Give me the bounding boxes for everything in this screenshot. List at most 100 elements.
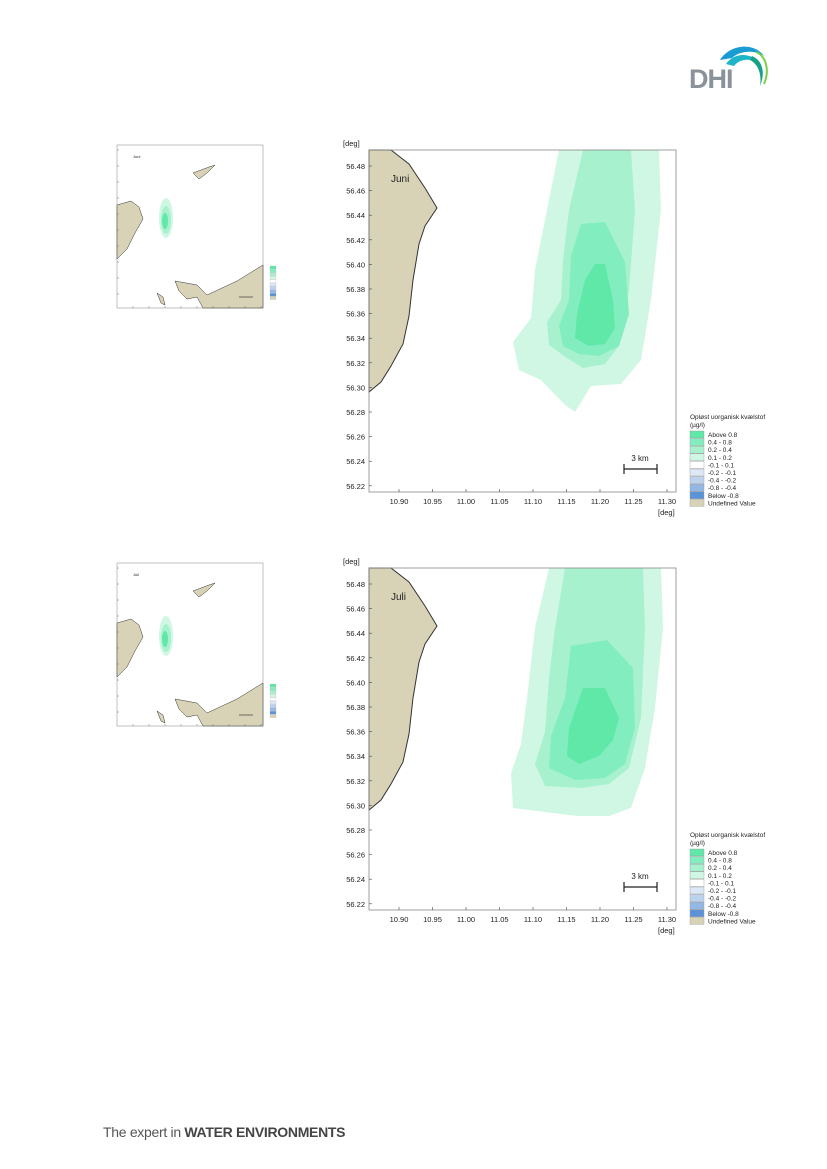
overview-legend-swatch — [269, 690, 277, 694]
overview-map: Juli — [116, 562, 264, 727]
y-tick-label: 56.36 — [346, 310, 365, 319]
legend-unit: (µg/l) — [690, 840, 705, 847]
x-axis-unit: [deg] — [658, 508, 675, 517]
overview-land-west — [116, 200, 144, 260]
legend-item-label: -0.4 - -0.2 — [708, 478, 737, 485]
overview-month-label: Juli — [133, 572, 139, 577]
logo-text: DHI — [689, 64, 733, 94]
overview-legend-swatch — [269, 282, 277, 287]
legend-swatch — [689, 461, 705, 469]
map-figure-svg-0: Juni Juni 56.48 56.46 56.44 56.42 56.40 56.38 56… — [116, 139, 765, 517]
legend: Opløst uorganisk kvælstof(µg/l)Above 0.8… — [689, 832, 765, 925]
dhi-logo: DHI — [688, 42, 768, 98]
legend-swatch — [689, 491, 705, 500]
overview-legend-swatch — [269, 687, 277, 691]
y-tick-label: 56.40 — [346, 260, 365, 269]
overview-legend-swatch — [269, 293, 277, 297]
legend-item-label: Undefined Value — [708, 500, 756, 507]
y-tick-label: 56.34 — [346, 752, 365, 761]
overview-legend-swatch — [269, 272, 277, 276]
y-tick-label: 56.38 — [346, 285, 365, 294]
legend-swatch — [689, 848, 705, 857]
legend-swatch — [689, 499, 705, 507]
legend-item-label: Above 0.8 — [708, 850, 738, 857]
legend-item-label: 0.2 - 0.4 — [708, 447, 732, 454]
overview-legend-swatch — [269, 286, 277, 290]
overview-legend-swatch — [269, 704, 277, 708]
y-tick-label: 56.30 — [346, 801, 365, 810]
y-tick-label: 56.24 — [346, 875, 365, 884]
y-tick-label: 56.32 — [346, 359, 365, 368]
overview-island — [192, 164, 216, 180]
x-tick-label: 11.00 — [457, 915, 475, 924]
map-figure-juni: Juni Juni 56.48 56.46 56.44 56.42 56.40 56.38 56… — [0, 130, 827, 550]
legend-swatch — [689, 483, 705, 492]
overview-legend — [269, 683, 277, 718]
overview-legend-swatch — [269, 296, 277, 300]
overview-legend-swatch — [269, 707, 277, 711]
overview-land-small — [156, 710, 166, 724]
y-tick-label: 56.46 — [346, 187, 365, 196]
x-tick-label: 11.20 — [591, 915, 609, 924]
legend-item-label: -0.8 - -0.4 — [708, 903, 737, 910]
y-tick-label: 56.28 — [346, 826, 365, 835]
x-tick-label: 11.00 — [457, 497, 475, 506]
legend-item-label: Undefined Value — [708, 918, 756, 925]
x-tick-label: 10.95 — [423, 497, 442, 506]
overview-island — [192, 582, 216, 598]
legend-item-label: -0.1 - 0.1 — [708, 462, 734, 469]
x-tick-label: 11.10 — [524, 497, 542, 506]
legend-item-label: -0.4 - -0.2 — [708, 896, 737, 903]
y-tick-label: 56.40 — [346, 678, 365, 687]
y-tick-label: 56.48 — [346, 162, 365, 171]
overview-plume-inner — [162, 631, 168, 647]
plume-contour-level-4 — [567, 688, 619, 764]
overview-legend-swatch — [269, 694, 277, 698]
legend-swatch — [689, 856, 705, 864]
overview-legend — [269, 265, 277, 300]
legend-swatch — [689, 864, 705, 872]
y-tick-label: 56.44 — [346, 629, 365, 638]
month-label: Juli — [391, 592, 406, 603]
wave-logo-icon — [720, 46, 768, 86]
legend-item-label: Above 0.8 — [708, 432, 738, 439]
y-axis-unit: [deg] — [343, 557, 360, 566]
main-map: Juni 56.48 56.46 56.44 56.42 56.40 56.38 56.36 5… — [343, 139, 677, 517]
legend-item-label: -0.8 - -0.4 — [708, 485, 737, 492]
legend-title: Opløst uorganisk kvælstof — [690, 414, 765, 421]
legend-title: Opløst uorganisk kvælstof — [690, 832, 765, 839]
y-tick-label: 56.48 — [346, 580, 365, 589]
x-tick-label: 11.20 — [591, 497, 609, 506]
overview-legend-swatch — [269, 289, 277, 293]
legend-swatch — [689, 909, 705, 918]
overview-legend-swatch — [269, 711, 277, 715]
overview-legend-swatch — [269, 700, 277, 705]
legend-item-label: 0.4 - 0.8 — [708, 858, 732, 865]
main-map: Juli 56.48 56.46 56.44 56.42 56.40 56.38 56.36 5… — [343, 557, 677, 935]
main-map-frame — [368, 567, 677, 911]
legend-item-label: Below -0.8 — [708, 493, 739, 500]
overview-legend-swatch — [269, 683, 277, 688]
map-figure-svg-1: Juli Juli 56.48 56.46 56.44 56.42 56.40 56.38 56… — [116, 557, 765, 935]
legend-swatch — [689, 453, 705, 461]
legend-swatch — [689, 430, 705, 439]
map-figure-juli: Juli Juli 56.48 56.46 56.44 56.42 56.40 56.38 56… — [0, 548, 827, 968]
y-tick-label: 56.42 — [346, 654, 365, 663]
overview-month-label: Juni — [133, 154, 140, 159]
overview-legend-swatch — [269, 697, 277, 701]
scale-bar: 3 km — [623, 454, 658, 474]
y-tick-label: 56.30 — [346, 383, 365, 392]
legend-swatch — [689, 886, 705, 895]
main-map-frame — [368, 149, 677, 493]
y-tick-label: 56.26 — [346, 851, 365, 860]
y-tick-label: 56.28 — [346, 408, 365, 417]
legend-swatch — [689, 871, 705, 879]
x-tick-label: 10.95 — [423, 915, 442, 924]
legend-swatch — [689, 476, 705, 484]
x-tick-label: 10.90 — [390, 915, 409, 924]
y-tick-label: 56.22 — [346, 900, 365, 909]
x-tick-label: 11.25 — [624, 915, 642, 924]
legend-swatch — [689, 901, 705, 910]
coastline-land — [368, 567, 438, 812]
legend-item-label: Below -0.8 — [708, 911, 739, 918]
